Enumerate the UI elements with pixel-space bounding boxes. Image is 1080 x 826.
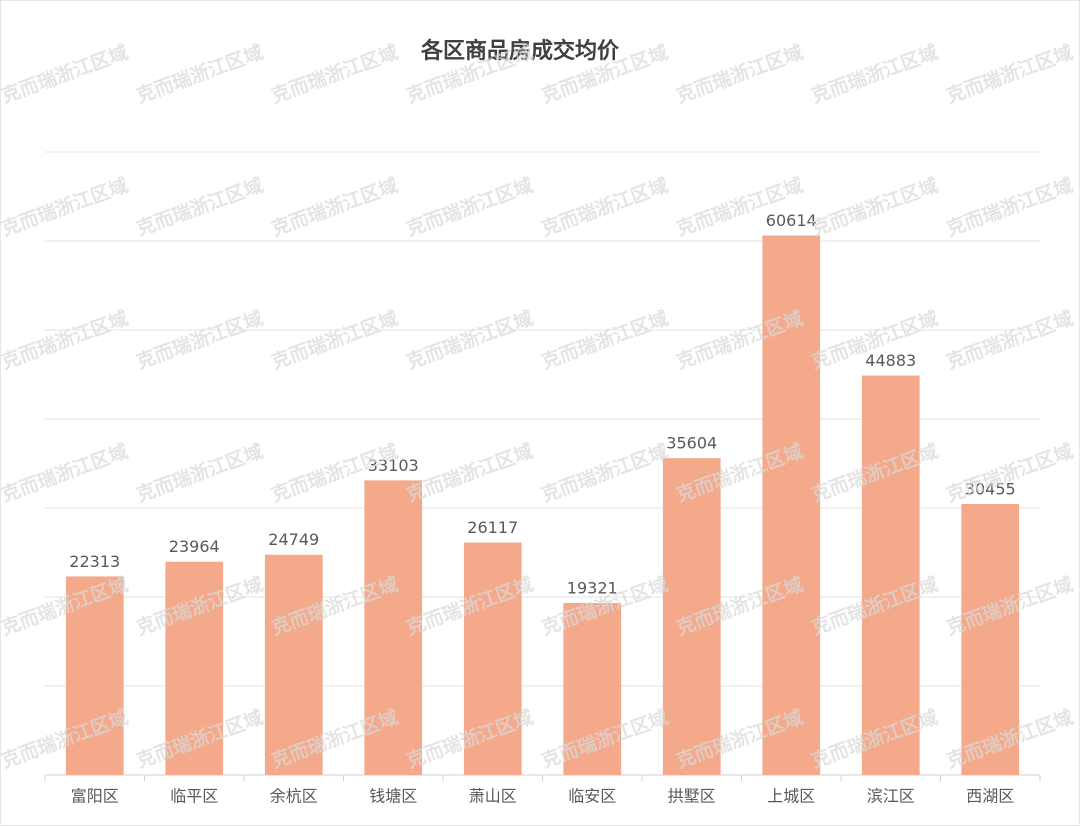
- value-label: 35604: [666, 434, 717, 453]
- value-label: 23964: [169, 537, 220, 556]
- bar: [861, 375, 920, 775]
- x-tick-label: 拱墅区: [668, 787, 716, 806]
- x-tick-label: 钱塘区: [369, 787, 417, 806]
- bar: [961, 503, 1020, 775]
- bar: [165, 561, 224, 775]
- value-label: 30455: [965, 479, 1016, 498]
- bar: [563, 603, 622, 775]
- value-label: 22313: [69, 552, 120, 571]
- x-tick-label: 余杭区: [270, 787, 318, 806]
- bar: [264, 554, 323, 775]
- x-tick-label: 临平区: [170, 787, 218, 806]
- value-label: 19321: [567, 579, 618, 598]
- x-tick-label: 富阳区: [71, 787, 119, 806]
- value-label: 33103: [368, 456, 419, 475]
- bar: [463, 542, 522, 775]
- value-label: 44883: [865, 351, 916, 370]
- bar: [65, 576, 124, 775]
- chart-title: 各区商品房成交均价: [420, 38, 620, 64]
- x-tick-label: 临安区: [568, 787, 616, 806]
- x-tick-label: 萧山区: [469, 787, 517, 806]
- bar: [762, 235, 821, 775]
- value-label: 26117: [467, 518, 518, 537]
- plot-area: 富阳区 22313 临平区 23964 余杭区 24749 钱塘区 33103 萧山区 26117…: [44, 151, 1041, 806]
- bar: [364, 480, 423, 775]
- value-label: 60614: [766, 211, 817, 230]
- value-label: 24749: [268, 530, 319, 549]
- x-tick-label: 上城区: [767, 787, 815, 806]
- bar: [662, 458, 721, 775]
- x-tick-label: 西湖区: [966, 787, 1014, 806]
- x-tick-label: 滨江区: [867, 787, 915, 806]
